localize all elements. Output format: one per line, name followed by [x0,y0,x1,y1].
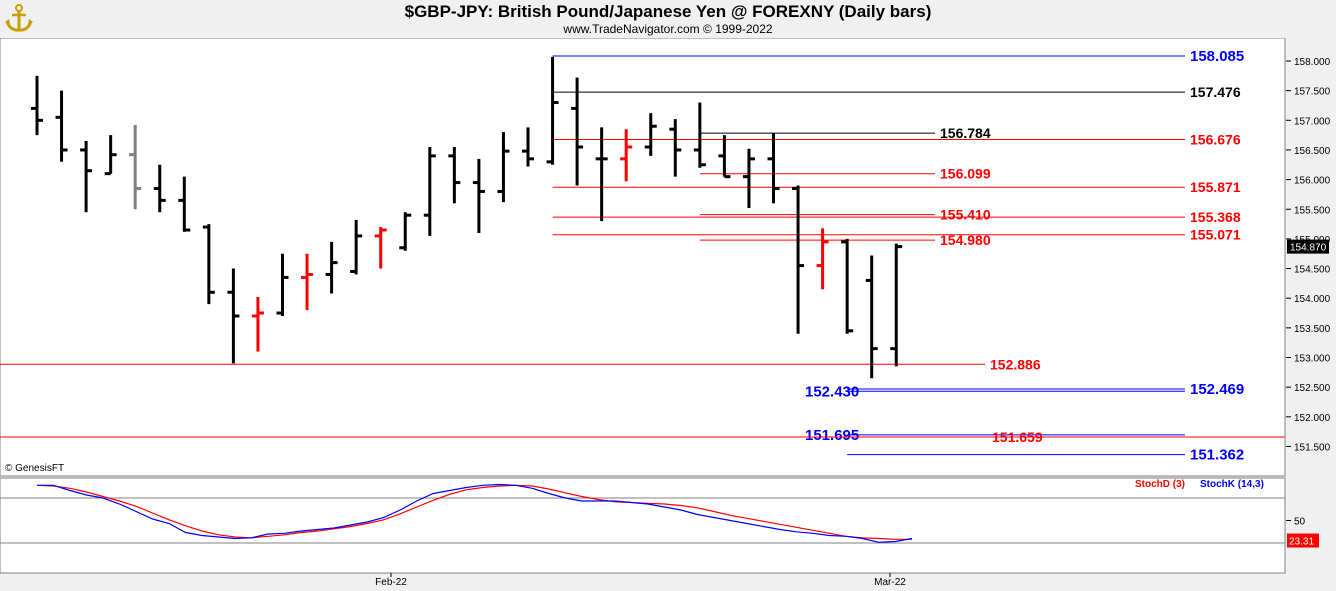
ohlc-bar [890,243,903,367]
level-label: 158.085 [1190,48,1244,65]
level-label: 151.695 [805,427,859,444]
date-tick-label: Feb-22 [375,577,407,588]
level-label: 155.871 [1190,179,1241,195]
osc-last-box [1287,533,1319,548]
price-tick-label: 156.500 [1294,146,1331,157]
price-tick-label: 151.500 [1294,442,1331,453]
ohlc-bar [374,227,387,269]
ohlc-bar [767,133,780,204]
price-tick-label: 152.500 [1294,383,1331,394]
level-label: 152.886 [990,356,1041,372]
price-axis-panel [1286,38,1336,476]
price-tick-label: 157.000 [1294,116,1331,127]
ohlc-bar [620,129,633,182]
price-tick-label: 153.500 [1294,324,1331,335]
ohlc-bar [644,113,657,156]
level-label: 155.410 [940,207,991,223]
last-price-box [1287,239,1329,254]
ohlc-bar [80,141,93,213]
ohlc-bar [718,135,731,179]
trade-navigator-anchor-logo-icon [5,4,33,32]
ohlc-bar [301,253,314,311]
chart-area[interactable]: 158.000 157.500 157.000 156.500 156.000 155.5… [0,38,1336,591]
ohlc-bar [55,90,68,162]
ohlc-bar [153,164,166,213]
price-panel [0,38,1286,477]
price-tick-label: 154.500 [1294,265,1331,276]
horizontal-levels: 158.085 157.476 156.784 156.676 156.099 155.8… [0,48,1285,464]
ohlc-bar [104,135,117,176]
level-label: 151.362 [1190,447,1244,464]
price-tick-label: 152.000 [1294,413,1331,424]
osc-tick-label: 50 [1294,517,1306,528]
oscillator-panel [0,477,1286,574]
stochd-line [36,484,912,540]
level-label: 155.368 [1190,209,1241,225]
date-axis: Feb-22 Mar-22 [375,573,906,588]
level-label: 151.659 [992,429,1043,445]
ohlc-bar [841,238,854,334]
chart-header: $GBP-JPY: British Pound/Japanese Yen @ F… [0,0,1336,38]
level-label: 156.784 [940,125,991,141]
ohlc-bar [448,146,461,204]
level-label: 156.676 [1190,132,1241,148]
stochastic-oscillator: StochD (3) StochK (14,3) 50 23.31 [0,479,1319,548]
ohlc-bar [423,146,436,236]
level-label: 154.980 [940,232,991,248]
chart-subtitle: www.TradeNavigator.com © 1999-2022 [563,22,773,36]
osc-last-label: 23.31 [1289,537,1314,548]
date-tick-label: Mar-22 [874,577,906,588]
ohlc-bar [595,127,608,222]
data-credit: © GenesisFT [5,463,65,474]
ohlc-bar [865,255,878,379]
ohlc-bar [472,158,485,233]
price-tick-label: 154.000 [1294,294,1331,305]
ohlc-bar [693,102,706,168]
stochd-legend: StochD (3) [1135,479,1185,490]
level-label: 157.476 [1190,84,1241,100]
ohlc-bar [251,297,264,352]
level-label: 152.430 [805,383,859,400]
ohlc-bar [31,75,43,136]
ohlc-bar [178,176,191,232]
level-label: 152.469 [1190,381,1244,398]
ohlc-bar [276,253,289,316]
price-tick-label: 155.500 [1294,205,1331,216]
price-tick-label: 156.000 [1294,176,1331,187]
price-tick-label: 153.000 [1294,354,1331,365]
stochk-legend: StochK (14,3) [1200,479,1264,490]
level-label: 155.071 [1190,227,1241,243]
ohlc-bar [202,224,215,305]
price-tick-label: 157.500 [1294,87,1331,98]
level-label: 156.099 [940,166,991,182]
price-tick-label: 158.000 [1294,57,1331,68]
ohlc-bar [497,132,510,203]
ohlc-bar [325,241,338,294]
ohlc-bar [546,56,559,165]
chart-title: $GBP-JPY: British Pound/Japanese Yen @ F… [404,2,932,21]
ohlc-bar [792,185,805,334]
ohlc-bar [669,119,682,177]
price-axis: 158.000 157.500 157.000 156.500 156.000 155.5… [1286,57,1331,453]
ohlc-bars [31,56,903,379]
ohlc-bar [399,212,412,251]
ohlc-bar [522,127,534,167]
ohlc-bar [571,77,584,186]
ohlc-bar [742,148,755,209]
ohlc-bar [129,125,142,210]
last-price-label: 154.870 [1290,243,1327,254]
stochk-line [37,483,913,543]
ohlc-bar [816,228,829,290]
ohlc-bar [350,219,363,275]
ohlc-bar [227,268,240,364]
